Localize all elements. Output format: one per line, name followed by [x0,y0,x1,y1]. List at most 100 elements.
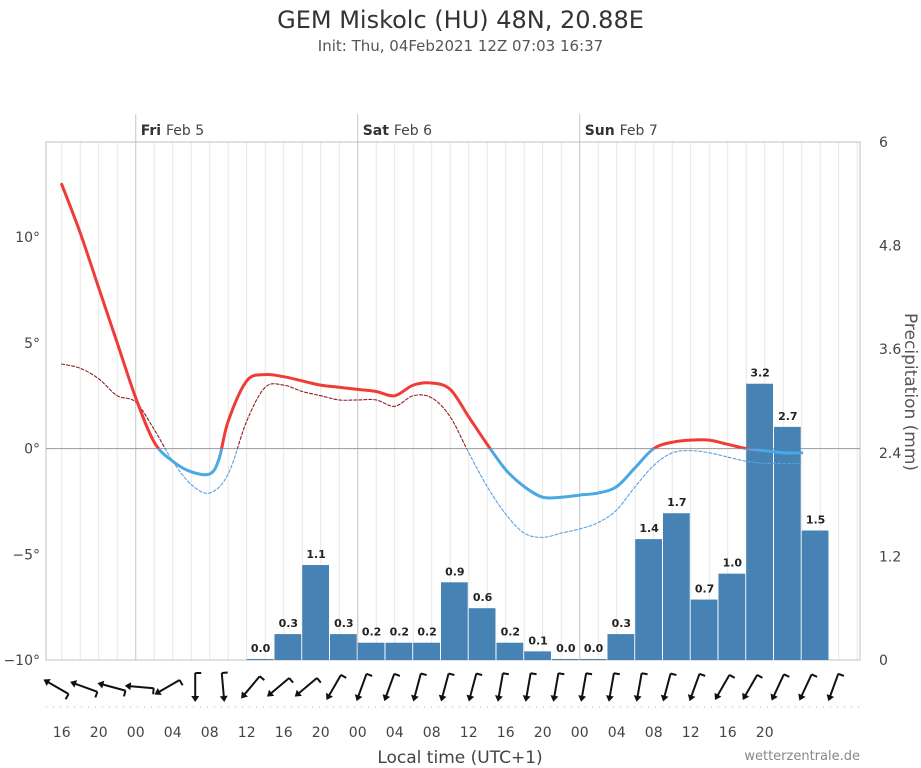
x-tick-label: 08 [645,725,663,741]
wind-arrow-head [97,680,105,689]
x-tick-label: 04 [164,725,182,741]
y-tick-right: 2.4 [879,446,901,462]
wind-arrow-shaft [156,679,181,694]
wind-arrow-head [191,696,200,702]
wind-arrow-head [326,692,333,700]
x-tick-label: 16 [53,725,71,741]
wind-arrow-shaft [268,677,290,696]
temperature-lines [60,182,804,538]
precip-bar [496,642,524,660]
x-tick-label: 20 [756,725,774,741]
wind-arrow-barb [122,690,127,697]
wind-arrow-barb [178,679,184,686]
x-tick-label: 20 [534,725,552,741]
wind-arrow-shaft [242,675,261,697]
wind-arrow [438,672,455,702]
wind-arrow-barb [502,672,509,676]
precip-bar [635,539,662,660]
precip-bar-label: 2.7 [778,410,798,423]
temperature-line-above-zero [60,182,759,449]
wind-arrow [633,672,648,702]
wind-arrow-barb [530,672,537,676]
wind-arrow-head [438,694,447,702]
precip-bar [773,426,801,660]
wind-arrow [70,680,99,698]
precip-bar [302,565,329,660]
wind-arrow [466,672,483,702]
wind-arrow-shaft [45,680,70,695]
precip-bar [579,659,607,660]
wind-arrow-head [770,693,778,701]
precip-bar-label: 3.2 [750,367,770,380]
x-tick-label: 08 [201,725,219,741]
wind-arrow-barb [811,673,818,678]
precip-bar-label: 0.2 [390,626,410,639]
precip-bar-label: 0.2 [362,626,382,639]
wind-arrow-barb [366,672,373,677]
day-label: Sun Feb 7 [585,123,658,139]
precip-bar [524,651,551,660]
wind-arrow-shaft [799,673,813,699]
wind-arrows [43,671,845,702]
precip-bar-label: 0.6 [473,591,493,604]
wind-arrow-shaft [497,673,504,699]
wind-arrow-shaft [384,673,396,699]
wind-arrow-head [466,694,475,702]
y-tick-left: 5° [24,336,40,352]
wind-arrow-shaft [356,673,368,699]
x-tick-label: 20 [312,725,330,741]
wind-arrow-barb [448,672,455,676]
wind-arrow-barb [756,674,763,679]
wind-arrow-shaft [552,673,560,699]
precip-bar [718,573,746,660]
wind-arrow [605,672,620,702]
x-tick-label: 00 [571,725,589,741]
wind-arrow-head [382,694,391,702]
wind-arrow-head [742,692,750,700]
wind-arrow [798,673,818,701]
wind-arrow [578,672,593,702]
wind-arrow-barb [641,672,648,676]
wind-arrow-barb [558,672,565,676]
wind-arrow-barb [340,674,347,679]
wind-arrow [770,673,790,701]
precip-bar-label: 0.0 [584,642,604,655]
y-tick-left: −10° [3,653,40,669]
y-tick-right: 6 [879,135,888,151]
wind-arrow [687,672,706,702]
x-tick-label: 08 [423,725,441,741]
wind-arrow-head [578,695,587,702]
y-tick-right: 3.6 [879,342,901,358]
wind-arrow-head [714,692,722,700]
temperature-line-below-zero [156,448,804,500]
day-label: Sat Feb 6 [363,123,432,139]
precip-bar [607,634,635,660]
wind-arrow-head [522,695,531,702]
wind-arrow-shaft [327,674,342,698]
wind-arrow-shaft [689,673,701,699]
wind-arrow [826,672,845,702]
wind-arrow-shaft [580,673,588,699]
wind-arrow-head [294,689,302,697]
wind-arrow-shaft [440,673,450,699]
wind-arrow-shaft [662,673,672,699]
wind-arrow [714,674,736,700]
precip-bar-label: 1.0 [723,557,743,570]
credit-text: wetterzentrale.de [744,749,860,764]
wind-arrow-barb [783,673,790,678]
wind-arrow-shaft [715,674,731,698]
y-tick-left: −5° [12,547,40,563]
wind-arrow-barb [585,672,593,676]
day-weekday: Sat [363,123,394,139]
x-tick-label: 20 [90,725,108,741]
precip-bar-label: 1.7 [667,496,687,509]
precip-bar-label: 0.3 [279,617,299,630]
wind-arrow [191,672,202,702]
wind-arrow-shaft [413,673,422,699]
wind-arrow-shaft [636,673,643,699]
wind-arrow-head [605,695,614,702]
precip-bar [357,642,385,660]
x-tick-label: 12 [238,725,256,741]
wind-arrow-shaft [608,673,615,699]
